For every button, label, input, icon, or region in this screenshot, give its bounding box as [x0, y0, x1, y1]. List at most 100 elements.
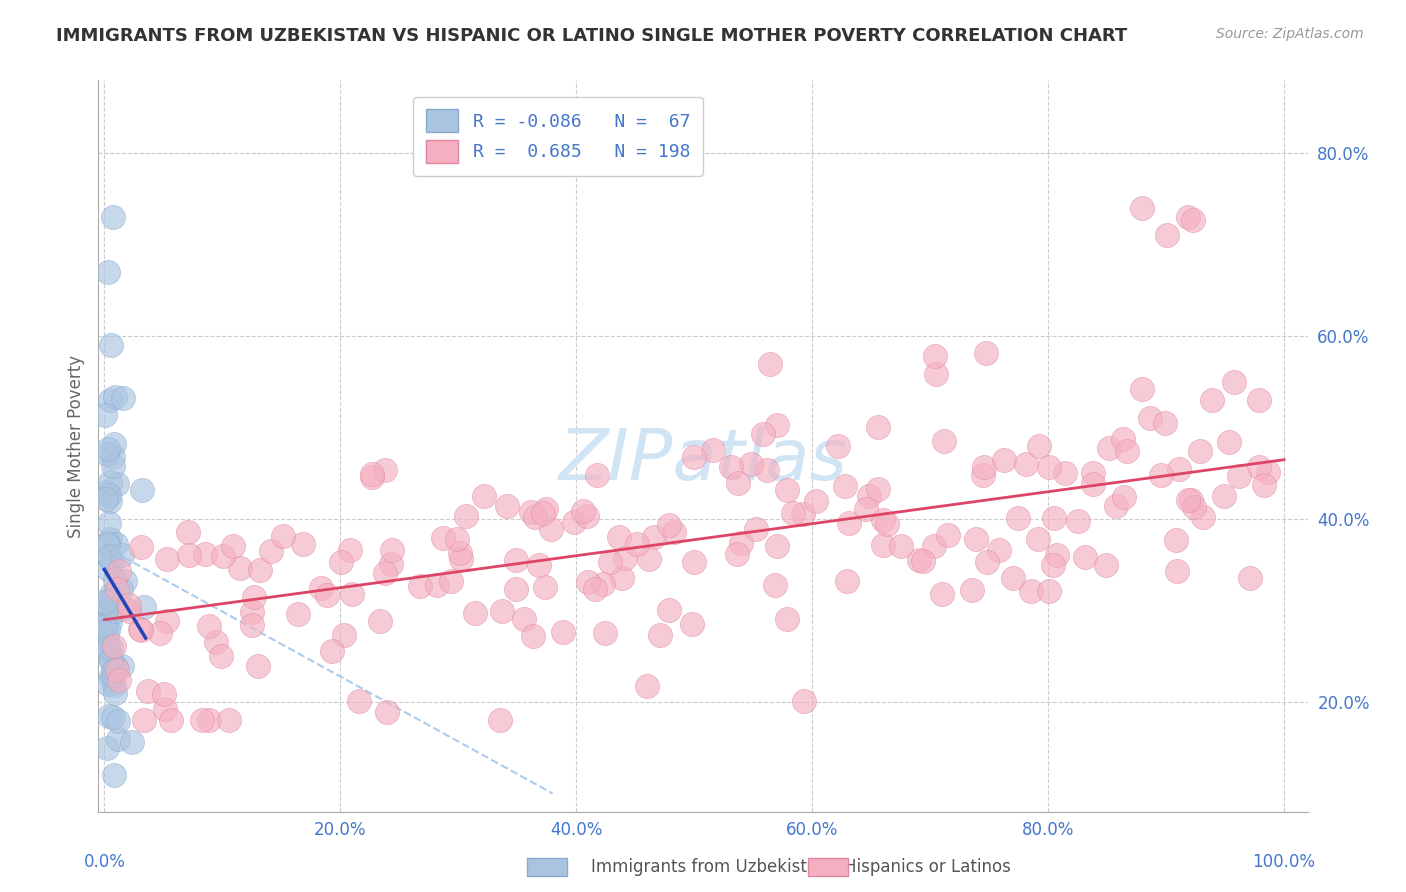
Point	[993, 452, 1015, 467]
Point	[643, 530, 665, 544]
Point	[98, 600, 121, 615]
Point	[702, 442, 724, 457]
Point	[101, 459, 124, 474]
Point	[340, 587, 363, 601]
Point	[103, 663, 125, 677]
Point	[339, 542, 361, 557]
Point	[1116, 444, 1139, 458]
Point	[1156, 227, 1178, 242]
Point	[1002, 571, 1025, 585]
Point	[118, 599, 141, 613]
Point	[97, 536, 120, 550]
Point	[1019, 584, 1042, 599]
Point	[1177, 211, 1199, 225]
Point	[534, 581, 557, 595]
Point	[240, 605, 263, 619]
Point	[361, 467, 384, 481]
Point	[1105, 499, 1128, 513]
Point	[100, 669, 122, 683]
Point	[177, 548, 200, 562]
Point	[112, 392, 135, 406]
Point	[100, 595, 122, 609]
Point	[97, 265, 120, 279]
Point	[271, 529, 294, 543]
Point	[1177, 492, 1199, 507]
Point	[103, 667, 125, 681]
Point	[868, 482, 890, 496]
Point	[97, 709, 120, 723]
Point	[96, 615, 118, 630]
Point	[94, 491, 117, 506]
Text: Source: ZipAtlas.com: Source: ZipAtlas.com	[1216, 27, 1364, 41]
Text: 100.0%: 100.0%	[1253, 854, 1316, 871]
Point	[1166, 564, 1188, 578]
Point	[100, 641, 122, 656]
Point	[972, 467, 994, 482]
Point	[727, 476, 749, 491]
Point	[1053, 466, 1076, 480]
Point	[94, 409, 117, 423]
Point	[177, 525, 200, 540]
Point	[720, 459, 742, 474]
Point	[100, 654, 122, 668]
Point	[374, 463, 396, 477]
Point	[432, 531, 454, 545]
Point	[104, 686, 127, 700]
Point	[449, 545, 471, 559]
Point	[97, 562, 120, 576]
Point	[197, 619, 219, 633]
Point	[426, 577, 449, 591]
Point	[98, 475, 121, 489]
Point	[347, 694, 370, 708]
Point	[249, 563, 271, 577]
Point	[103, 640, 125, 654]
Point	[776, 612, 799, 626]
Point	[868, 420, 890, 434]
Point	[782, 506, 804, 520]
Point	[572, 504, 595, 518]
Point	[876, 516, 898, 531]
Point	[872, 538, 894, 552]
Point	[103, 437, 125, 451]
Point	[98, 551, 121, 566]
Point	[804, 493, 827, 508]
Point	[100, 338, 122, 352]
Point	[1067, 514, 1090, 528]
Point	[450, 552, 472, 566]
Point	[682, 556, 704, 570]
Point	[94, 484, 117, 499]
Point	[793, 694, 815, 708]
Point	[97, 624, 120, 638]
Point	[578, 574, 600, 589]
Legend: R = -0.086   N =  67, R =  0.685   N = 198: R = -0.086 N = 67, R = 0.685 N = 198	[413, 96, 703, 176]
Point	[1083, 477, 1105, 491]
Point	[740, 458, 762, 472]
Point	[159, 714, 181, 728]
Point	[94, 619, 117, 633]
Point	[682, 450, 704, 464]
Point	[763, 578, 786, 592]
Point	[111, 549, 134, 563]
Point	[111, 659, 134, 673]
Point	[152, 687, 174, 701]
Point	[658, 603, 681, 617]
Point	[745, 522, 768, 536]
Point	[988, 543, 1011, 558]
Point	[134, 714, 156, 728]
Point	[576, 509, 599, 524]
Point	[94, 643, 117, 657]
Point	[107, 731, 129, 746]
Point	[98, 393, 121, 408]
Point	[974, 346, 997, 360]
Point	[333, 627, 356, 641]
Point	[505, 582, 527, 597]
Point	[1098, 441, 1121, 455]
Point	[101, 710, 124, 724]
Point	[316, 588, 339, 602]
Point	[118, 604, 141, 618]
Point	[472, 489, 495, 503]
Point	[585, 468, 607, 483]
Point	[149, 626, 172, 640]
Point	[1150, 467, 1173, 482]
Point	[361, 469, 384, 483]
